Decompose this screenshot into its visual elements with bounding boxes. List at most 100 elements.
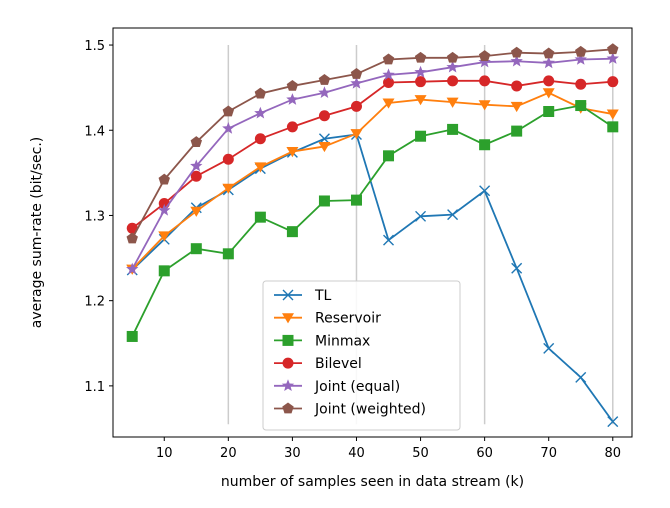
legend-item: Joint (weighted) — [274, 402, 426, 418]
data-point — [415, 76, 427, 88]
data-point — [383, 77, 395, 89]
data-point — [414, 51, 427, 63]
data-point — [254, 106, 267, 119]
data-point — [318, 86, 331, 99]
data-point — [286, 226, 298, 238]
data-point — [511, 262, 523, 274]
x-tick-label: 30 — [284, 446, 301, 461]
data-point — [318, 195, 330, 207]
series-joint-weighted — [126, 43, 619, 244]
data-point — [575, 45, 587, 57]
x-axis: 10 20 30 40 50 60 70 80 — [156, 437, 621, 461]
data-point — [190, 170, 202, 182]
data-point — [254, 162, 267, 173]
data-point — [383, 234, 395, 246]
data-point — [575, 371, 587, 383]
data-point — [318, 73, 331, 85]
data-point — [126, 330, 138, 342]
x-tick-label: 40 — [348, 446, 365, 461]
data-point — [190, 136, 202, 148]
legend-label: TL — [314, 288, 332, 304]
data-point — [254, 133, 266, 145]
data-point — [222, 183, 235, 194]
y-tick-label: 1.3 — [84, 209, 105, 224]
data-point — [415, 210, 427, 222]
data-point — [446, 97, 459, 108]
y-tick-label: 1.4 — [84, 124, 105, 139]
data-point — [286, 93, 299, 105]
data-point — [478, 55, 491, 68]
data-point — [510, 46, 523, 58]
data-point — [158, 231, 171, 242]
legend-marker — [282, 402, 294, 414]
data-point — [479, 75, 491, 87]
series-line-minmax — [131, 104, 614, 337]
data-point — [542, 88, 555, 99]
series-joint-equal — [126, 52, 619, 275]
data-point — [254, 211, 266, 223]
data-point — [446, 60, 459, 73]
legend-item: Reservoir — [274, 311, 381, 327]
x-tick-label: 70 — [540, 446, 557, 461]
data-point — [286, 147, 299, 158]
data-point — [222, 248, 234, 260]
data-point — [382, 98, 395, 109]
series-minmax — [126, 100, 619, 342]
legend-item: Joint (equal) — [274, 379, 400, 395]
legend-label: Bilevel — [315, 356, 362, 372]
legend-box — [262, 280, 461, 431]
data-point — [190, 159, 203, 172]
x-tick-label: 20 — [220, 446, 237, 461]
data-point — [254, 87, 267, 99]
data-point — [383, 150, 395, 162]
legend-item: TL — [274, 288, 332, 304]
series-line-reservoir — [131, 91, 613, 270]
series-layer — [126, 43, 619, 428]
legend-label: Joint (equal) — [314, 379, 400, 395]
data-point — [574, 53, 587, 65]
x-tick-label: 10 — [156, 446, 173, 461]
data-point — [222, 153, 234, 165]
data-point — [158, 203, 171, 216]
data-point — [447, 209, 459, 221]
data-point — [510, 54, 523, 67]
legend-label: Reservoir — [315, 311, 381, 327]
data-point — [126, 222, 138, 234]
data-point — [607, 43, 619, 55]
data-point — [286, 79, 299, 91]
data-point — [350, 129, 363, 140]
data-point — [575, 78, 587, 90]
x-tick-label: 50 — [412, 446, 429, 461]
x-tick-label: 60 — [476, 446, 493, 461]
data-point — [414, 95, 427, 106]
data-point — [511, 80, 523, 92]
data-point — [190, 243, 202, 255]
y-axis: 1.1 1.2 1.3 1.4 1.5 — [84, 39, 113, 395]
data-point — [542, 56, 555, 69]
data-point — [350, 100, 362, 112]
series-bilevel — [126, 75, 619, 234]
data-point — [479, 139, 491, 151]
data-point — [511, 125, 523, 137]
data-point — [607, 416, 619, 428]
y-tick-label: 1.2 — [84, 295, 105, 310]
plot-frame — [112, 27, 633, 438]
data-point — [447, 123, 459, 135]
data-point — [415, 130, 427, 142]
data-point — [126, 262, 139, 275]
data-point — [286, 121, 298, 133]
legend-marker — [282, 334, 294, 346]
y-axis-label: average sum-rate (bit/sec.) — [29, 137, 45, 328]
data-point — [350, 68, 363, 79]
data-point — [543, 47, 555, 59]
data-point — [222, 105, 235, 117]
legend: TL Reservoir Minmax Bilevel Joint (equal) Joi… — [262, 280, 461, 431]
data-point — [318, 141, 331, 153]
x-axis-label: number of samples seen in data stream (k… — [221, 474, 524, 490]
data-point — [382, 53, 395, 65]
data-point — [382, 68, 395, 81]
legend-label: Joint (weighted) — [314, 402, 426, 418]
y-tick-label: 1.5 — [84, 39, 105, 54]
y-tick-label: 1.1 — [84, 380, 105, 395]
